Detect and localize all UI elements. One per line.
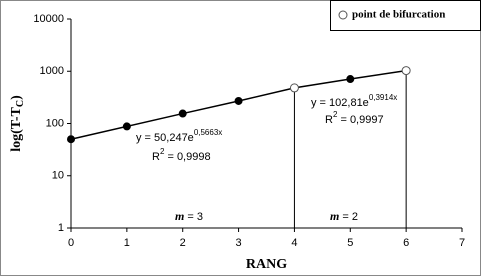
y-tick-label: 1000	[40, 65, 64, 77]
annotation-sup: 2	[333, 110, 338, 119]
annotation-italic: m	[330, 209, 339, 223]
y-tick-label: 100	[46, 117, 64, 129]
data-point	[234, 96, 243, 105]
data-point	[122, 122, 131, 131]
annotation: R2 = 0,9997	[325, 110, 384, 126]
annotation-text: y = 50,247e	[136, 132, 194, 144]
data-point	[67, 135, 75, 144]
x-tick-label: 1	[124, 237, 130, 249]
annotation: m = 2	[330, 209, 358, 223]
data-point	[346, 75, 355, 84]
annotation: m = 3	[175, 209, 203, 223]
legend-box	[330, 0, 481, 31]
annotation: y = 102,81e0,3914x	[311, 93, 397, 109]
annotation: R2 = 0,9998	[152, 147, 211, 163]
annotation-text: R	[325, 114, 333, 126]
y-tick-label: 10000	[33, 13, 64, 25]
y-tick-label: 10	[52, 170, 64, 182]
x-axis-label: RANG	[246, 257, 287, 272]
annotation-tail: = 0,9997	[337, 114, 383, 126]
annotation: y = 50,247e0,5663x	[136, 128, 222, 144]
x-tick-label: 6	[403, 237, 409, 249]
annotation-sup: 2	[160, 147, 165, 156]
y-axis-label: log(T-TC)	[9, 95, 26, 152]
legend-label: point de bifurcation	[352, 9, 445, 21]
x-tick-label: 0	[68, 237, 74, 249]
annotation-text: R	[152, 151, 160, 163]
y-label-main: log(T-T	[9, 106, 24, 151]
data-point	[289, 83, 299, 93]
x-tick-label: 7	[459, 237, 465, 249]
data-point	[178, 109, 187, 118]
y-label-sub: C	[15, 100, 26, 107]
annotation-tail: = 2	[339, 211, 358, 223]
x-tick-label: 2	[180, 237, 186, 249]
annotation-text: y = 102,81e	[311, 97, 369, 109]
data-point	[401, 66, 411, 76]
annotation-italic: m	[175, 209, 184, 223]
annotation-sup: 0,5663x	[194, 128, 222, 137]
y-tick-label: 1	[58, 222, 64, 234]
x-tick-label: 5	[347, 237, 353, 249]
y-label-tail: )	[9, 95, 24, 100]
annotation-sup: 0,3914x	[369, 93, 397, 102]
legend-marker	[338, 10, 348, 20]
x-tick-label: 4	[291, 237, 297, 249]
annotation-tail: = 3	[184, 211, 203, 223]
x-tick-label: 3	[236, 237, 242, 249]
annotation-tail: = 0,9998	[164, 151, 210, 163]
